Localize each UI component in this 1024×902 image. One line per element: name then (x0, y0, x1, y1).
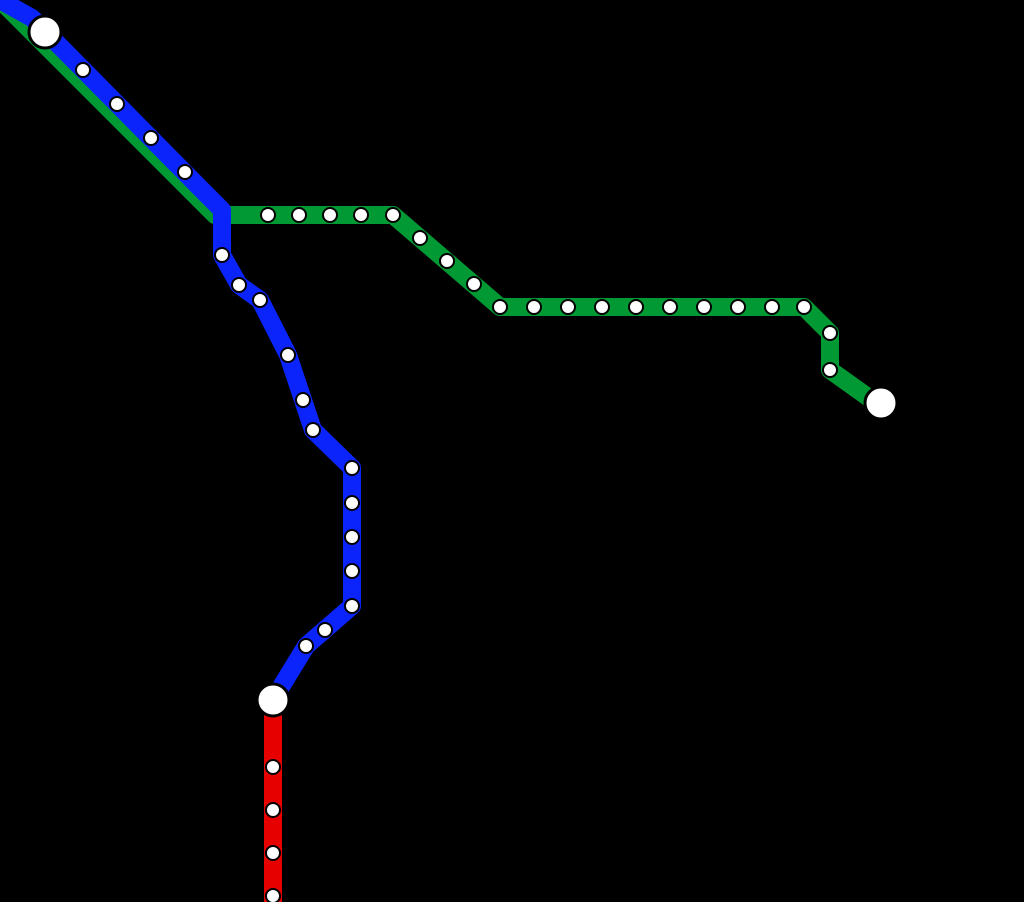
station-small-green-9 (413, 231, 427, 245)
station-small-green-17 (663, 300, 677, 314)
station-small-blue-32 (345, 530, 359, 544)
station-small-red-39 (266, 846, 280, 860)
station-small-green-20 (765, 300, 779, 314)
station-small-blue-34 (345, 599, 359, 613)
station-small-green-21 (797, 300, 811, 314)
station-small-green-6 (323, 208, 337, 222)
station-small-blue-28 (296, 393, 310, 407)
station-small-blue-24 (215, 248, 229, 262)
station-small-blue-31 (345, 496, 359, 510)
station-small-green-16 (629, 300, 643, 314)
station-small-green-4 (261, 208, 275, 222)
station-small-red-37 (266, 760, 280, 774)
station-small-green-7 (354, 208, 368, 222)
station-small-green-19 (731, 300, 745, 314)
station-small-green-23 (823, 363, 837, 377)
station-large-terminal-nw (29, 16, 61, 48)
station-small-blue-35 (318, 623, 332, 637)
station-small-green-8 (386, 208, 400, 222)
station-small-red-40 (266, 889, 280, 902)
station-small-blue-25 (232, 278, 246, 292)
station-small-blue-26 (253, 293, 267, 307)
station-small-green-13 (527, 300, 541, 314)
station-small-greenblue-1 (110, 97, 124, 111)
station-small-greenblue-2 (144, 131, 158, 145)
station-small-green-15 (595, 300, 609, 314)
station-small-blue-27 (281, 348, 295, 362)
station-large-interchange-blue-red (257, 684, 289, 716)
station-large-terminal-green-e (865, 387, 897, 419)
station-small-blue-30 (345, 461, 359, 475)
station-small-greenblue-0 (76, 63, 90, 77)
station-small-green-11 (467, 277, 481, 291)
station-small-green-14 (561, 300, 575, 314)
station-small-green-12 (493, 300, 507, 314)
station-small-red-38 (266, 803, 280, 817)
station-small-blue-33 (345, 564, 359, 578)
station-small-green-5 (292, 208, 306, 222)
station-small-blue-29 (306, 423, 320, 437)
station-small-green-10 (440, 254, 454, 268)
transit-map (0, 0, 1024, 902)
station-small-greenblue-3 (178, 165, 192, 179)
station-small-blue-36 (299, 639, 313, 653)
station-small-green-18 (697, 300, 711, 314)
station-small-green-22 (823, 326, 837, 340)
